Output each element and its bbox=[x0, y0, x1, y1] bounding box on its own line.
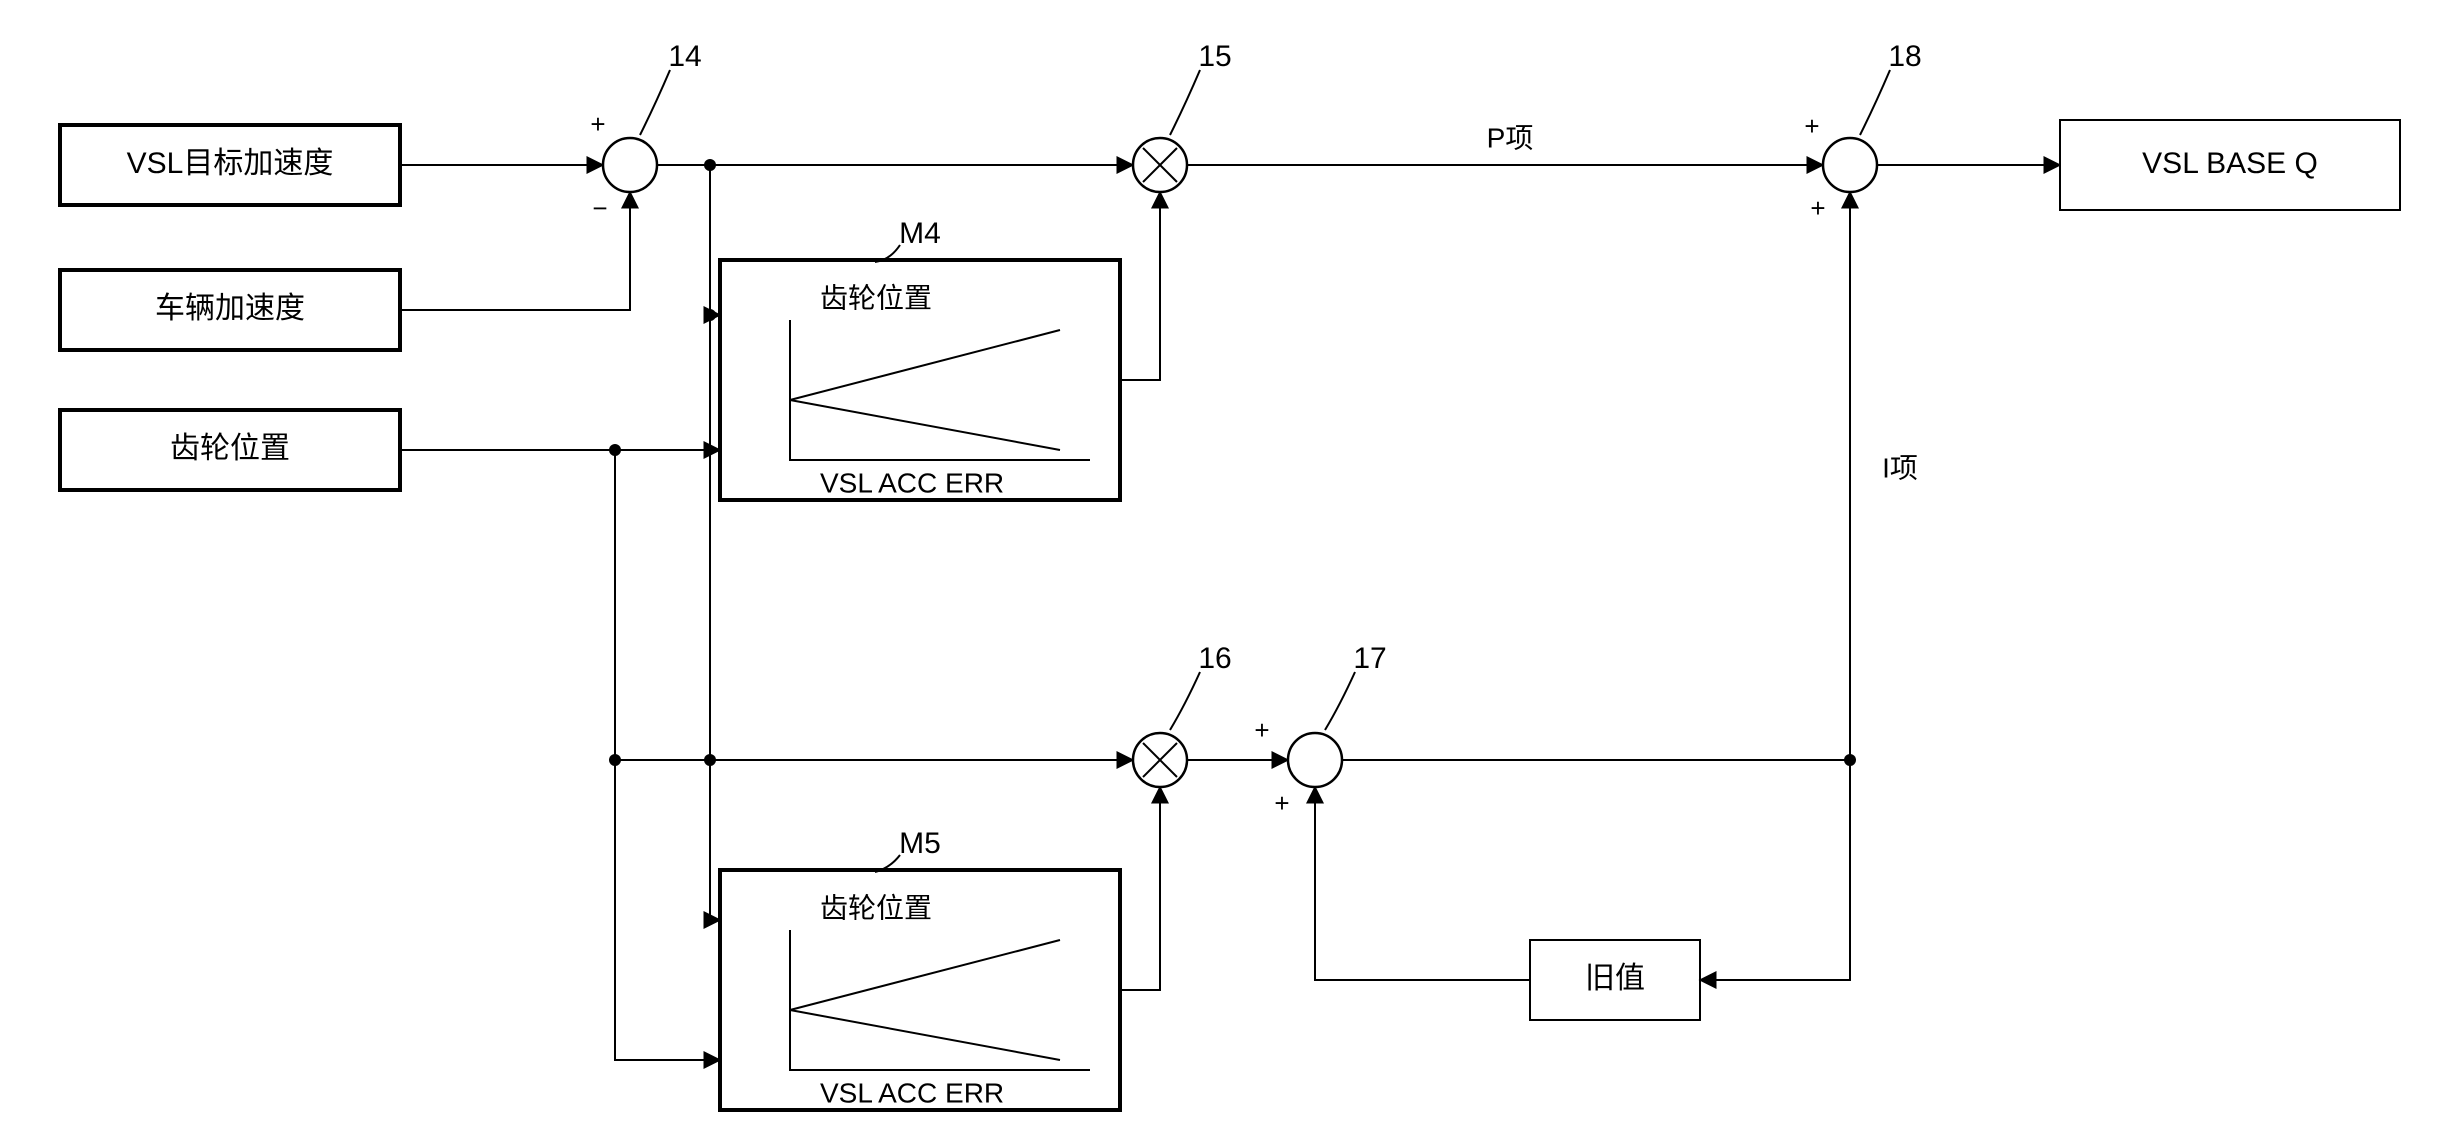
node-17-num: 17 bbox=[1353, 642, 1386, 675]
node-14-leader bbox=[640, 70, 670, 135]
node-15-num: 15 bbox=[1198, 40, 1231, 73]
node-16-leader bbox=[1170, 672, 1200, 730]
m5-title: 齿轮位置 bbox=[820, 892, 932, 923]
svg-text:+: + bbox=[1274, 788, 1289, 818]
map-m5: 齿轮位置 VSL ACC ERR M5 bbox=[720, 827, 1120, 1110]
wire-sum17-sum18 bbox=[1342, 192, 1850, 760]
junction-err-mid bbox=[704, 754, 716, 766]
input-target-acc-label: VSL目标加速度 bbox=[127, 147, 334, 180]
wire-m5-mul16 bbox=[1120, 787, 1160, 990]
node-15-leader bbox=[1170, 70, 1200, 135]
m5-xlabel: VSL ACC ERR bbox=[820, 1077, 1004, 1108]
node-18: + + 18 bbox=[1804, 40, 1921, 223]
svg-text:−: − bbox=[592, 193, 607, 223]
wire-gear-m5 bbox=[615, 450, 720, 1060]
wire-iterm-oldval bbox=[1700, 760, 1850, 980]
node-17: + + 17 bbox=[1254, 642, 1386, 818]
svg-text:+: + bbox=[1810, 193, 1825, 223]
svg-text:+: + bbox=[590, 109, 605, 139]
m4-tag: M4 bbox=[899, 217, 941, 250]
node-18-num: 18 bbox=[1888, 40, 1921, 73]
m4-title: 齿轮位置 bbox=[820, 282, 932, 313]
node-14-num: 14 bbox=[668, 40, 701, 73]
node-17-leader bbox=[1325, 672, 1355, 730]
node-15: 15 bbox=[1133, 40, 1232, 192]
junction-err-m4tap bbox=[704, 309, 716, 321]
map-m4: 齿轮位置 VSL ACC ERR M4 bbox=[720, 217, 1120, 500]
old-value-label: 旧值 bbox=[1585, 962, 1645, 995]
node-18-leader bbox=[1860, 70, 1890, 135]
output-label: VSL BASE Q bbox=[2142, 147, 2318, 180]
svg-text:+: + bbox=[1804, 111, 1819, 141]
node-16-num: 16 bbox=[1198, 642, 1231, 675]
i-term-label: I项 bbox=[1882, 452, 1918, 483]
input-gear-pos-label: 齿轮位置 bbox=[170, 432, 290, 465]
m5-tag: M5 bbox=[899, 827, 941, 860]
wire-m4-mul15 bbox=[1120, 192, 1160, 380]
m4-xlabel: VSL ACC ERR bbox=[820, 467, 1004, 498]
node-14: + − 14 bbox=[590, 40, 701, 223]
node-16: 16 bbox=[1133, 642, 1232, 787]
svg-text:+: + bbox=[1254, 715, 1269, 745]
control-diagram: VSL目标加速度 车辆加速度 齿轮位置 P项 旧值 bbox=[0, 0, 2463, 1147]
p-term-label: P项 bbox=[1487, 122, 1534, 153]
wire-oldval-sum17 bbox=[1315, 787, 1530, 980]
input-vehicle-acc-label: 车辆加速度 bbox=[155, 292, 305, 325]
